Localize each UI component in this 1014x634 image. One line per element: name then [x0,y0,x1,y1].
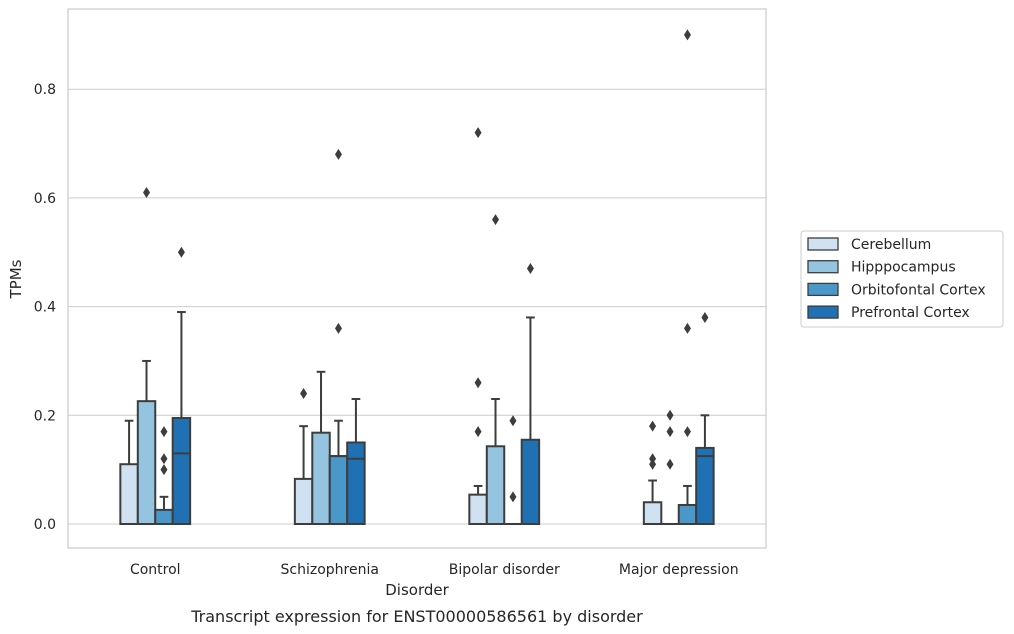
x-axis-label: Disorder [385,581,449,599]
y-tick-label: 0.6 [34,191,56,207]
outlier-point [160,464,168,476]
outlier-point [334,148,342,160]
box-orbitofontal-cortex [154,426,174,525]
box-hipppocampus [311,370,331,525]
legend-item: Orbitofontal Cortex [807,282,986,298]
box-hipppocampus [660,409,680,526]
box-cerebellum [468,127,488,525]
box-group [293,148,366,526]
box-cerebellum [642,420,663,526]
box-hipppocampus [485,214,506,526]
box-body [695,446,715,525]
outlier-point [177,246,185,258]
outlier-point [526,263,534,275]
box-hipppocampus [136,186,157,526]
box-prefrontal-cortex [171,246,192,525]
y-axis-label: TPMs [7,259,25,299]
box-body [485,445,506,526]
box-orbitofontal-cortex [328,148,349,525]
outlier-point [474,377,482,389]
legend-label: Hipppocampus [851,260,956,276]
y-tick-labels: 0.0 0.2 0.4 0.6 0.8 [34,82,56,533]
outlier-point [300,388,308,400]
box-body [136,400,157,526]
outlier-point [509,415,517,427]
box-cerebellum [119,419,139,525]
box-prefrontal-cortex [520,263,541,526]
y-tick-label: 0.0 [34,517,56,533]
legend-frame [800,230,1004,328]
legend-swatch [807,305,839,319]
plot-area-frame [67,8,767,549]
outlier-point [701,311,709,323]
outlier-point [649,453,657,465]
box-body [311,431,331,525]
legend-swatch [807,282,839,297]
legend-item: Prefrontal Cortex [807,305,970,321]
box-body [328,455,349,525]
legend-label: Cerebellum [851,237,931,253]
outlier-point [160,426,168,438]
outlier-point [143,186,151,198]
box-body [642,501,663,526]
legend-item: Hipppocampus [807,260,956,276]
box-orbitofontal-cortex [503,415,523,526]
x-tick-label: Bipolar disorder [449,562,560,578]
legend-swatch [807,237,839,251]
outlier-point [666,409,674,421]
outlier-point [683,322,691,334]
box-groups [119,29,715,526]
box-body [119,463,139,525]
box-body [154,508,174,525]
legend: Cerebellum Hipppocampus Orbitofontal Corte… [800,230,1004,328]
box-orbitofontal-cortex [677,29,698,526]
outlier-point [666,426,674,438]
box-body [677,503,698,526]
box-prefrontal-cortex [695,311,715,525]
legend-item: Cerebellum [807,237,931,253]
box-body [171,417,192,525]
y-tick-label: 0.8 [34,82,56,98]
box-prefrontal-cortex [346,397,366,526]
outlier-point [649,420,657,432]
box-body [520,438,541,526]
legend-swatch [807,260,839,274]
outlier-point [474,426,482,438]
box-group [468,127,541,526]
outlier-point [683,426,691,438]
x-tick-label: Major depression [619,562,739,578]
y-tick-label: 0.2 [34,408,56,424]
outlier-point [334,322,342,334]
x-tick-label: Schizophrenia [281,562,379,578]
x-tick-labels: Control Schizophrenia Bipolar disorder Majo… [130,562,739,578]
chart-caption: Transcript expression for ENST0000058656… [190,607,643,626]
box-group [642,29,715,526]
x-tick-label: Control [130,562,181,578]
box-body [346,441,366,526]
box-group [119,186,192,526]
legend-label: Prefrontal Cortex [851,305,970,321]
outlier-point [683,29,691,41]
outlier-point [492,214,500,226]
box-body [293,477,314,525]
y-tick-label: 0.4 [34,300,56,316]
outlier-point [666,458,674,470]
legend-label: Orbitofontal Cortex [851,282,986,298]
outlier-point [509,491,517,503]
box-body [468,493,488,525]
outlier-point [474,127,482,139]
box-cerebellum [293,388,314,525]
outlier-point [160,453,168,465]
